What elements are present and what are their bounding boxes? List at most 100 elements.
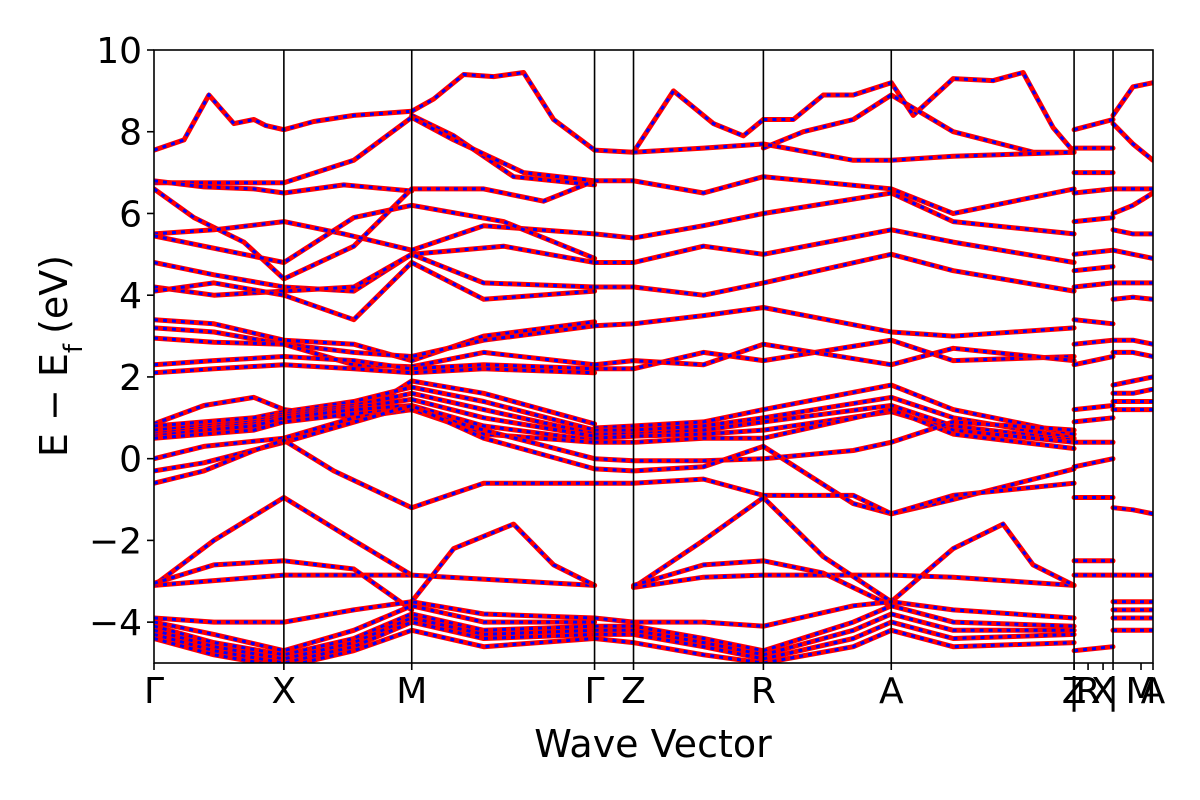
band-46-dashed: [154, 559, 413, 612]
band-70-dashed: [1073, 281, 1114, 289]
x-tick-label-5: R: [751, 671, 776, 712]
band-9-dashed: [154, 179, 596, 281]
band-77-dashed: [1073, 457, 1114, 469]
x-tick-label-10: X: [1091, 671, 1116, 712]
band-34-dashed: [594, 420, 1075, 463]
x-tick-label-6: A: [879, 671, 904, 712]
band-1: [409, 70, 598, 153]
band-26: [154, 407, 598, 462]
band-15-dashed: [154, 318, 595, 363]
band-3: [592, 88, 766, 155]
plot-frame: [153, 49, 1154, 664]
y-axis-title-unit: (eV): [32, 255, 76, 334]
band-40-solid: [592, 251, 1077, 298]
band-59: [592, 603, 1077, 654]
band-0-solid: [154, 92, 415, 153]
band-96-dashed: [1112, 506, 1153, 516]
band-60-dashed: [594, 612, 1075, 657]
band-11-solid: [154, 202, 598, 265]
x-tick-label-3: Γ: [585, 671, 605, 712]
band-36: [592, 476, 1077, 517]
x-tick-label-2: M: [396, 671, 427, 712]
x-tick-label-0: Γ: [144, 671, 164, 712]
symmetry-lines: [283, 50, 1114, 663]
band-52-dashed: [154, 600, 595, 624]
band-7-dashed: [154, 115, 595, 185]
band-92-dashed: [1112, 375, 1153, 387]
x-tick-label-13: A: [1141, 671, 1166, 712]
band-82-solid: [1110, 80, 1153, 118]
band-81-dashed: [1073, 645, 1114, 653]
band-35-dashed: [594, 444, 1075, 516]
band-62: [592, 627, 1077, 663]
band-24: [154, 403, 598, 443]
x-axis-ticks: Γ X M Γ Z R A Z|RX| MA: [144, 663, 1166, 712]
band-91-dashed: [1113, 350, 1153, 358]
band-27: [154, 403, 598, 474]
band-61: [592, 619, 1077, 662]
band-45-dashed: [154, 495, 413, 587]
band-86-dashed: [1112, 228, 1153, 236]
band-86: [1110, 227, 1153, 237]
band-15: [154, 317, 598, 364]
band-69-dashed: [1073, 265, 1114, 273]
band-67-dashed: [1073, 216, 1114, 224]
band-0: [154, 92, 415, 153]
band-2-solid: [409, 112, 598, 188]
band-19-dashed: [154, 363, 595, 375]
x-tick-label-11: |: [1107, 671, 1119, 712]
band-56-solid: [154, 619, 598, 663]
y-tick-label-5: 6: [119, 194, 142, 235]
y-tick-label-3: 2: [119, 358, 142, 399]
band-27-dashed: [154, 403, 596, 473]
band-4: [760, 70, 1077, 155]
band-51: [888, 521, 1077, 605]
band-90-dashed: [1113, 338, 1153, 346]
band-12: [154, 243, 598, 294]
band-17-dashed: [154, 336, 595, 369]
band-6-solid: [631, 141, 1077, 163]
band-87-dashed: [1112, 248, 1153, 260]
band-72: [1071, 337, 1116, 347]
band-82-dashed: [1111, 81, 1153, 117]
band-52: [154, 599, 598, 625]
band-74: [1071, 403, 1116, 413]
band-21-solid: [154, 384, 598, 433]
band-83-dashed: [1111, 122, 1153, 162]
band-75-dashed: [1073, 416, 1114, 424]
band-61-dashed: [594, 620, 1075, 661]
y-axis-title-main: E − E: [32, 353, 76, 457]
band-91: [1110, 349, 1153, 359]
band-66: [1071, 186, 1116, 196]
band-54: [154, 611, 598, 658]
band-53: [154, 603, 598, 654]
band-49-dashed: [632, 495, 893, 603]
band-8-solid: [154, 178, 415, 196]
band-43: [592, 174, 1077, 216]
band-57-solid: [154, 627, 598, 663]
band-12-dashed: [154, 244, 595, 293]
y-tick-label-1: −2: [89, 521, 142, 562]
band-68: [1071, 247, 1116, 257]
band-77: [1071, 456, 1116, 470]
band-85-dashed: [1112, 191, 1153, 215]
band-51-dashed: [890, 522, 1075, 603]
band-36-dashed: [594, 477, 1075, 516]
band-92: [1110, 374, 1153, 388]
y-axis-title: E − Ef (eV): [32, 255, 89, 457]
band-69: [1071, 264, 1116, 274]
band-67: [1071, 215, 1116, 225]
x-tick-label-4: Z: [621, 671, 646, 712]
band-73: [1071, 354, 1116, 368]
band-66-dashed: [1073, 187, 1114, 195]
band-51-solid: [888, 521, 1077, 605]
band-6: [631, 141, 1077, 163]
band-68-dashed: [1073, 248, 1114, 256]
y-tick-label-0: −4: [89, 603, 142, 644]
band-16: [154, 323, 598, 359]
band-13: [154, 251, 598, 298]
band-0-dashed: [154, 92, 412, 152]
band-1-solid: [409, 70, 598, 153]
y-tick-label-7: 10: [96, 31, 142, 72]
